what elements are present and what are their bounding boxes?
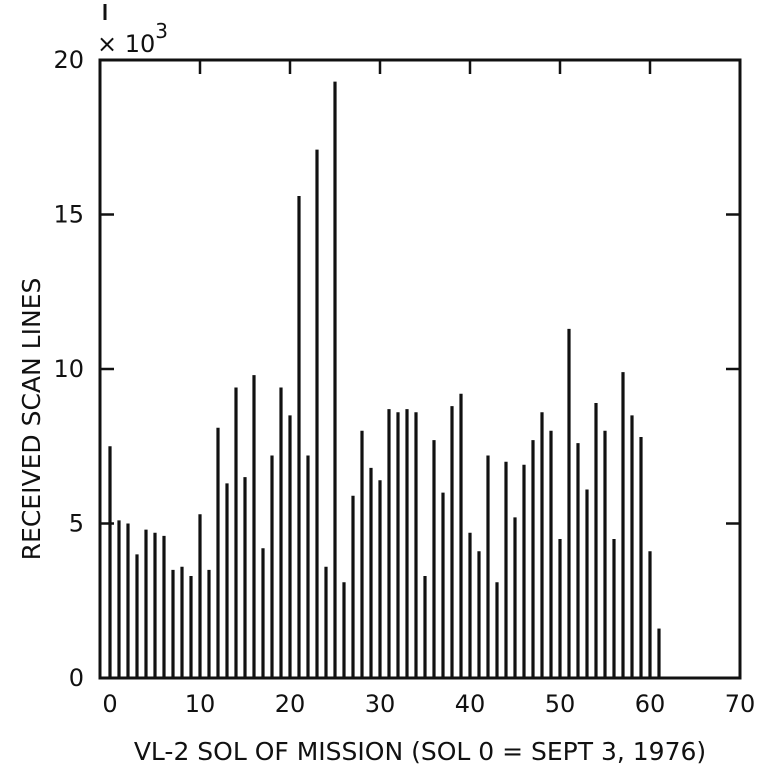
x-axis-label: VL-2 SOL OF MISSION (SOL 0 = SEPT 3, 197… bbox=[134, 737, 706, 766]
y-multiplier-exponent: 3 bbox=[155, 19, 168, 43]
y-multiplier-base: × 10 bbox=[97, 30, 155, 58]
y-tick-label-10: 10 bbox=[53, 355, 84, 383]
x-tick-label-20: 20 bbox=[275, 690, 306, 718]
x-tick-label-10: 10 bbox=[185, 690, 216, 718]
tick-marks bbox=[100, 60, 740, 678]
y-tick-label-0: 0 bbox=[69, 664, 84, 692]
x-tick-label-50: 50 bbox=[545, 690, 576, 718]
y-tick-labels: 0 5 10 15 20 bbox=[53, 46, 84, 692]
y-tick-label-15: 15 bbox=[53, 201, 84, 229]
bars bbox=[108, 81, 661, 678]
y-axis-label: RECEIVED SCAN LINES bbox=[17, 278, 46, 561]
x-tick-label-0: 0 bbox=[102, 690, 117, 718]
y-tick-label-20: 20 bbox=[53, 46, 84, 74]
plot-frame bbox=[98, 58, 742, 680]
x-tick-label-60: 60 bbox=[635, 690, 666, 718]
x-tick-label-40: 40 bbox=[455, 690, 486, 718]
y-multiplier-label: × 103 bbox=[97, 19, 168, 58]
x-tick-label-70: 70 bbox=[725, 690, 756, 718]
x-tick-labels: 0 10 20 30 40 50 60 70 bbox=[102, 690, 755, 718]
y-tick-label-5: 5 bbox=[69, 510, 84, 538]
x-tick-label-30: 30 bbox=[365, 690, 396, 718]
